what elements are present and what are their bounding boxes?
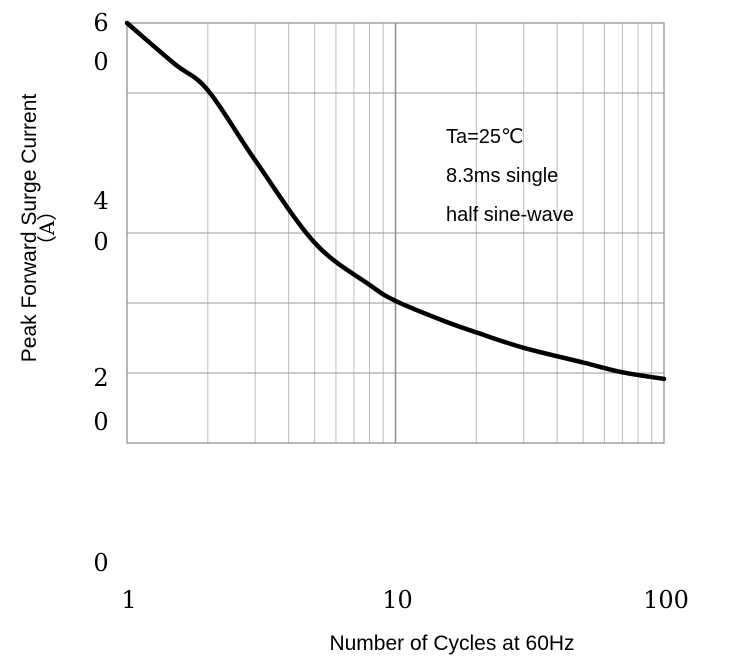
series-line-0 (124, 20, 667, 382)
y-tick-label: 0 (93, 48, 108, 76)
y-axis-label-group: Peak Forward Surge Current (18, 94, 41, 363)
x-tick-label: 100 (643, 586, 689, 614)
y-tick-label: 2 (93, 364, 108, 392)
grid (127, 23, 664, 443)
annotation-line-3: half sine-wave (446, 204, 574, 226)
plot-frame (126, 22, 665, 444)
y-tick-label: 0 (93, 549, 108, 577)
annotation-line-1: Ta=25℃ (446, 126, 524, 148)
y-tick-label: 4 (93, 187, 108, 215)
y-tick-label: 6 (93, 9, 108, 37)
y-axis-unit-group: （A） (35, 201, 59, 255)
annotation-line-2: 8.3ms single (446, 165, 558, 187)
y-tick-label: 0 (93, 228, 108, 256)
y-axis-label: Peak Forward Surge Current (18, 94, 41, 363)
x-tick-label: 1 (121, 586, 136, 614)
y-tick-label: 0 (93, 408, 108, 436)
y-axis-unit: （A） (35, 201, 59, 255)
x-axis-label: Number of Cycles at 60Hz (329, 632, 574, 655)
series-layer (124, 20, 667, 382)
x-tick-label: 10 (382, 586, 413, 614)
tick-labels: 1 10 100 6 0 4 0 2 0 0 (93, 9, 689, 614)
